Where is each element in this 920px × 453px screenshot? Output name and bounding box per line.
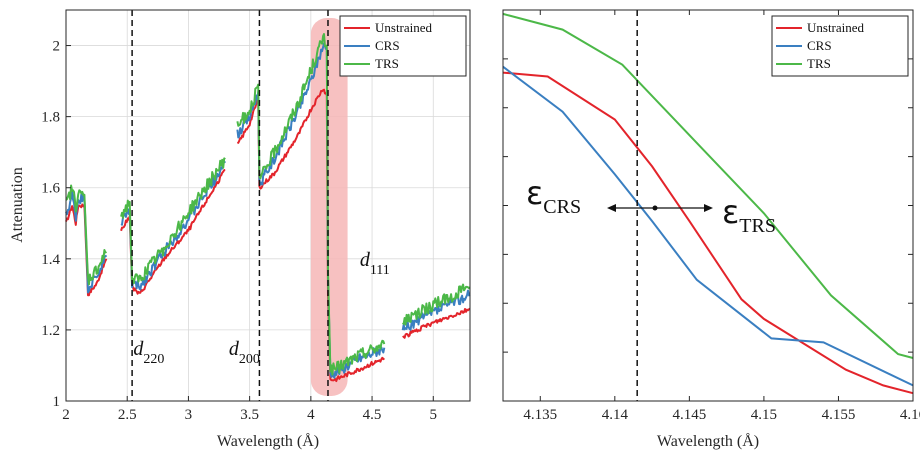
left-chart: 2 2.5 3 3.5 4 4.5 511.21.41.61.82 Attenuation … <box>9 9 471 450</box>
left-legend: Unstrained CRS TRS <box>339 15 467 77</box>
right-x-tick-label: 4.145 <box>672 407 706 423</box>
epsilon-crs-sub: CRS <box>543 196 581 218</box>
right-legend-label-trs: TRS <box>807 56 831 71</box>
series-trs-segment-2 <box>236 33 386 376</box>
right-ticks: 4.135 4.14 4.145 4.15 4.155 4.16 <box>503 10 920 423</box>
series-unstrained-segment-2 <box>236 88 385 383</box>
label-d220: d220 <box>133 338 164 367</box>
strain-arrows <box>607 204 713 212</box>
right-series-trs <box>502 12 914 359</box>
label-d111: d111 <box>360 249 390 278</box>
label-d220-sub: 220 <box>143 352 164 367</box>
x-axis-label-right: Wavelength (Å) <box>657 432 759 450</box>
left-dashed-lines <box>131 10 329 401</box>
series-trs-segment-0 <box>65 184 108 286</box>
left-legend-label-crs: CRS <box>375 38 400 53</box>
label-d200-sub: 200 <box>239 352 260 367</box>
right-x-tick-label: 4.135 <box>523 407 557 423</box>
label-d111-sub: 111 <box>370 263 390 278</box>
left-x-tick-label: 3 <box>185 407 193 423</box>
left-x-tick-label: 2 <box>62 407 70 423</box>
highlight-band <box>310 18 348 396</box>
label-d200: d200 <box>229 338 260 367</box>
right-annotations: εCRS εTRS <box>526 174 776 237</box>
right-x-tick-label: 4.14 <box>602 407 629 423</box>
right-x-tick-label: 4.155 <box>822 407 856 423</box>
left-legend-label-unstrained: Unstrained <box>375 20 433 35</box>
left-y-tick-label: 1.6 <box>41 181 60 197</box>
left-annotations: d220 d200 d111 <box>133 249 389 367</box>
x-axis-label-left: Wavelength (Å) <box>217 432 319 450</box>
left-x-tick-label: 3.5 <box>240 407 259 423</box>
epsilon-trs-sub: TRS <box>739 215 776 237</box>
left-y-tick-label: 1 <box>53 394 61 410</box>
left-x-tick-label: 4 <box>307 407 315 423</box>
series-trs-segment-3 <box>401 283 471 326</box>
left-legend-label-trs: TRS <box>375 56 399 71</box>
right-series-unstrained <box>502 71 914 395</box>
left-y-tick-label: 1.8 <box>41 110 60 126</box>
right-x-tick-label: 4.16 <box>900 407 920 423</box>
left-axes-frame <box>65 9 471 402</box>
trs-arrow-head <box>704 204 713 212</box>
series-crs-segment-3 <box>401 289 471 331</box>
right-series-crs <box>502 65 914 387</box>
left-x-tick-label: 4.5 <box>363 407 382 423</box>
right-legend-label-unstrained: Unstrained <box>807 20 865 35</box>
left-y-tick-label: 1.2 <box>41 323 60 339</box>
series-unstrained-segment-3 <box>402 307 471 339</box>
right-series <box>502 12 914 395</box>
left-series <box>65 33 471 383</box>
right-chart: 4.135 4.14 4.145 4.15 4.155 4.16 Wavelength (… <box>502 9 920 450</box>
epsilon-crs: εCRS <box>526 174 581 218</box>
epsilon-trs: εTRS <box>722 193 776 237</box>
left-y-tick-label: 1.4 <box>41 252 60 268</box>
series-unstrained-segment-1 <box>120 169 226 295</box>
left-x-tick-label: 2.5 <box>118 407 137 423</box>
left-ticks: 2 2.5 3 3.5 4 4.5 5 1 1.2 1.4 1.6 1.8 2 <box>41 39 437 423</box>
right-legend: Unstrained CRS TRS <box>771 15 909 77</box>
right-legend-label-crs: CRS <box>807 38 832 53</box>
crs-arrow-head <box>607 204 616 212</box>
left-y-tick-label: 2 <box>53 39 61 55</box>
series-trs-segment-1 <box>120 157 226 285</box>
y-axis-label: Attenuation <box>9 167 26 243</box>
series-crs-segment-2 <box>236 42 386 379</box>
strain-origin-dot <box>652 205 658 211</box>
left-x-tick-label: 5 <box>430 407 438 423</box>
right-x-tick-label: 4.15 <box>751 407 777 423</box>
